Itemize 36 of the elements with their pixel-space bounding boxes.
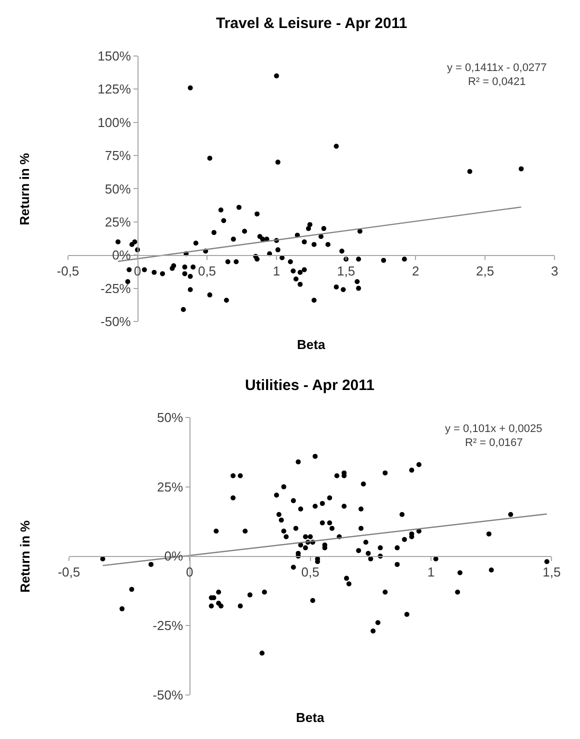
x-tick-label: 3	[550, 264, 558, 279]
y-tick-label: 150%	[98, 48, 132, 64]
annotation: y = 0,101x + 0,0025	[445, 423, 542, 435]
x-tick-label: -0,5	[58, 564, 80, 580]
y-axis-title: Return in %	[17, 520, 32, 593]
x-tick-label: 1,5	[542, 564, 561, 580]
annotation: y = 0,1411x - 0,0277	[447, 62, 547, 74]
y-tick-label: 50%	[104, 181, 132, 196]
x-tick-label: 1	[427, 564, 435, 580]
x-tick-label: -0,5	[56, 264, 80, 279]
y-tick-label: 75%	[104, 148, 132, 164]
y-tick-label: -25%	[100, 280, 132, 296]
y-tick-label: 50%	[156, 410, 184, 426]
x-tick-label: 1	[272, 264, 280, 279]
chart-title: Utilities - Apr 2011	[245, 377, 374, 394]
y-tick-label: -50%	[152, 687, 184, 702]
x-tick-label: 0	[186, 564, 194, 580]
x-axis-title: Beta	[296, 710, 325, 725]
x-axis-title: Beta	[297, 337, 326, 352]
annotation: R² = 0,0421	[468, 76, 526, 88]
y-tick-label: 100%	[98, 114, 132, 130]
y-tick-label: 25%	[104, 214, 132, 230]
y-axis-title: Return in %	[16, 152, 32, 226]
x-tick-label: 0,5	[301, 564, 320, 580]
x-tick-label: 0	[134, 264, 142, 279]
x-tick-label: 1,5	[336, 264, 356, 279]
chart-title: Travel & Leisure - Apr 2011	[216, 15, 408, 32]
y-tick-label: 125%	[98, 82, 132, 97]
annotation: R² = 0,0167	[465, 437, 523, 449]
x-tick-label: 2,5	[476, 264, 494, 279]
x-tick-label: 0,5	[198, 264, 216, 279]
y-tick-label: -25%	[152, 618, 184, 633]
y-tick-label: 25%	[156, 479, 184, 494]
x-tick-label: 2	[412, 264, 420, 279]
y-tick-label: 0%	[112, 248, 132, 263]
y-tick-label: -50%	[100, 314, 132, 330]
